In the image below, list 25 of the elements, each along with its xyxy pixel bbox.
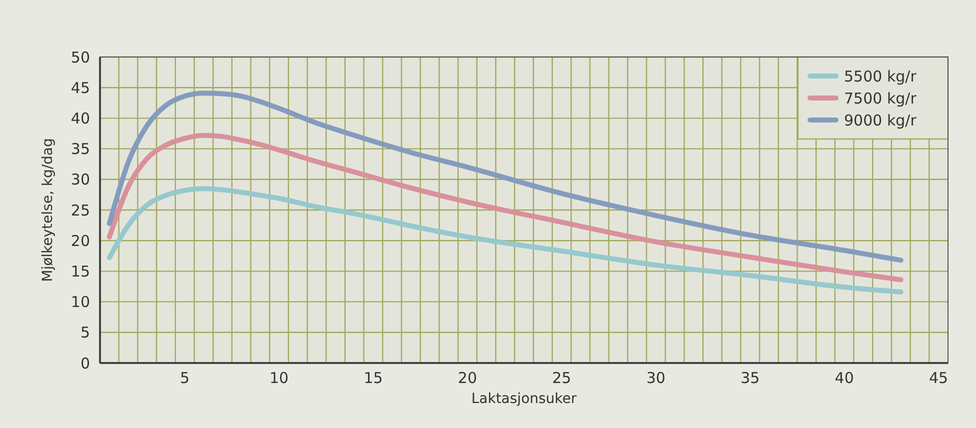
y-tick-label: 25 [70, 201, 90, 220]
x-tick-label: 5 [180, 369, 190, 387]
y-tick-label: 40 [70, 109, 90, 128]
legend-label: 5500 kg/r [844, 67, 918, 86]
x-tick-label: 45 [929, 369, 948, 387]
y-tick-label: 5 [80, 324, 90, 342]
y-tick-label: 20 [70, 232, 90, 250]
y-tick-label: 45 [70, 78, 90, 97]
x-tick-label: 15 [364, 369, 383, 387]
x-tick-label: 30 [646, 369, 666, 387]
x-axis-title: Laktasjonsuker [471, 391, 577, 407]
x-tick-label: 40 [834, 369, 854, 387]
x-tick-label: 10 [269, 369, 289, 387]
x-tick-label: 35 [740, 369, 760, 387]
y-axis-title: Mjølkeytelse, kg/dag [40, 138, 56, 282]
x-tick-label: 25 [552, 369, 572, 387]
y-tick-label: 15 [70, 262, 90, 280]
y-tick-label: 0 [80, 354, 90, 372]
y-tick-label: 35 [70, 140, 90, 158]
y-tick-label: 50 [70, 48, 90, 66]
legend-label: 7500 kg/r [844, 89, 918, 108]
y-tick-label: 10 [70, 293, 90, 312]
legend-label: 9000 kg/r [844, 111, 918, 130]
x-tick-label: 20 [458, 369, 478, 387]
y-tick-label: 30 [70, 170, 90, 189]
